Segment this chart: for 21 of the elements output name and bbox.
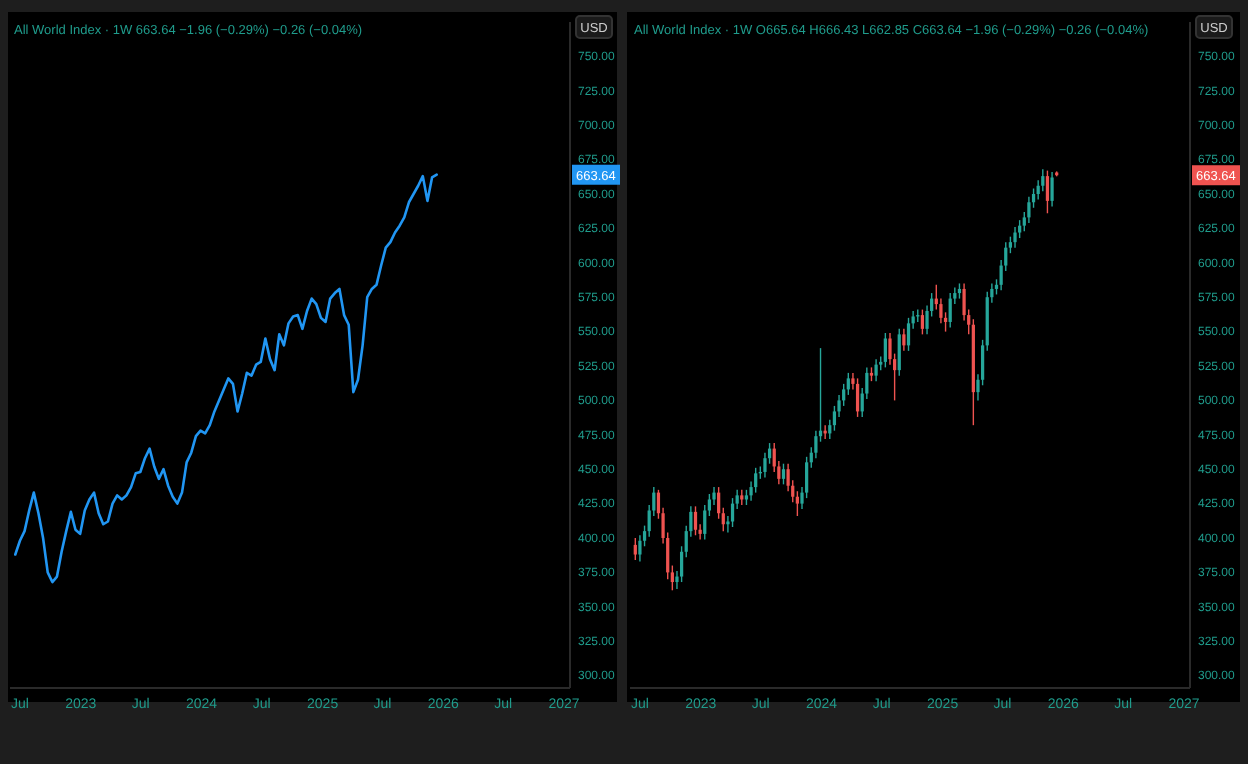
candlestick (1045, 169, 1050, 214)
candlestick (897, 328, 901, 377)
candlestick (781, 463, 786, 486)
candlestick (1041, 168, 1045, 192)
candlestick (1027, 196, 1031, 224)
candlestick (906, 317, 911, 352)
candlestick (1013, 226, 1017, 249)
candlestick (693, 505, 698, 536)
candlestick (633, 537, 637, 561)
candlestick (948, 292, 952, 329)
candlestick (1050, 171, 1054, 208)
candlestick (920, 308, 925, 336)
candlestick (754, 467, 758, 494)
candlestick (874, 358, 878, 382)
candlestick (902, 328, 906, 352)
candlestick (638, 534, 642, 563)
line-series (13, 173, 438, 584)
candlestick (740, 489, 744, 506)
candlestick (730, 497, 735, 528)
candlestick (855, 377, 860, 418)
candlestick (883, 332, 887, 369)
